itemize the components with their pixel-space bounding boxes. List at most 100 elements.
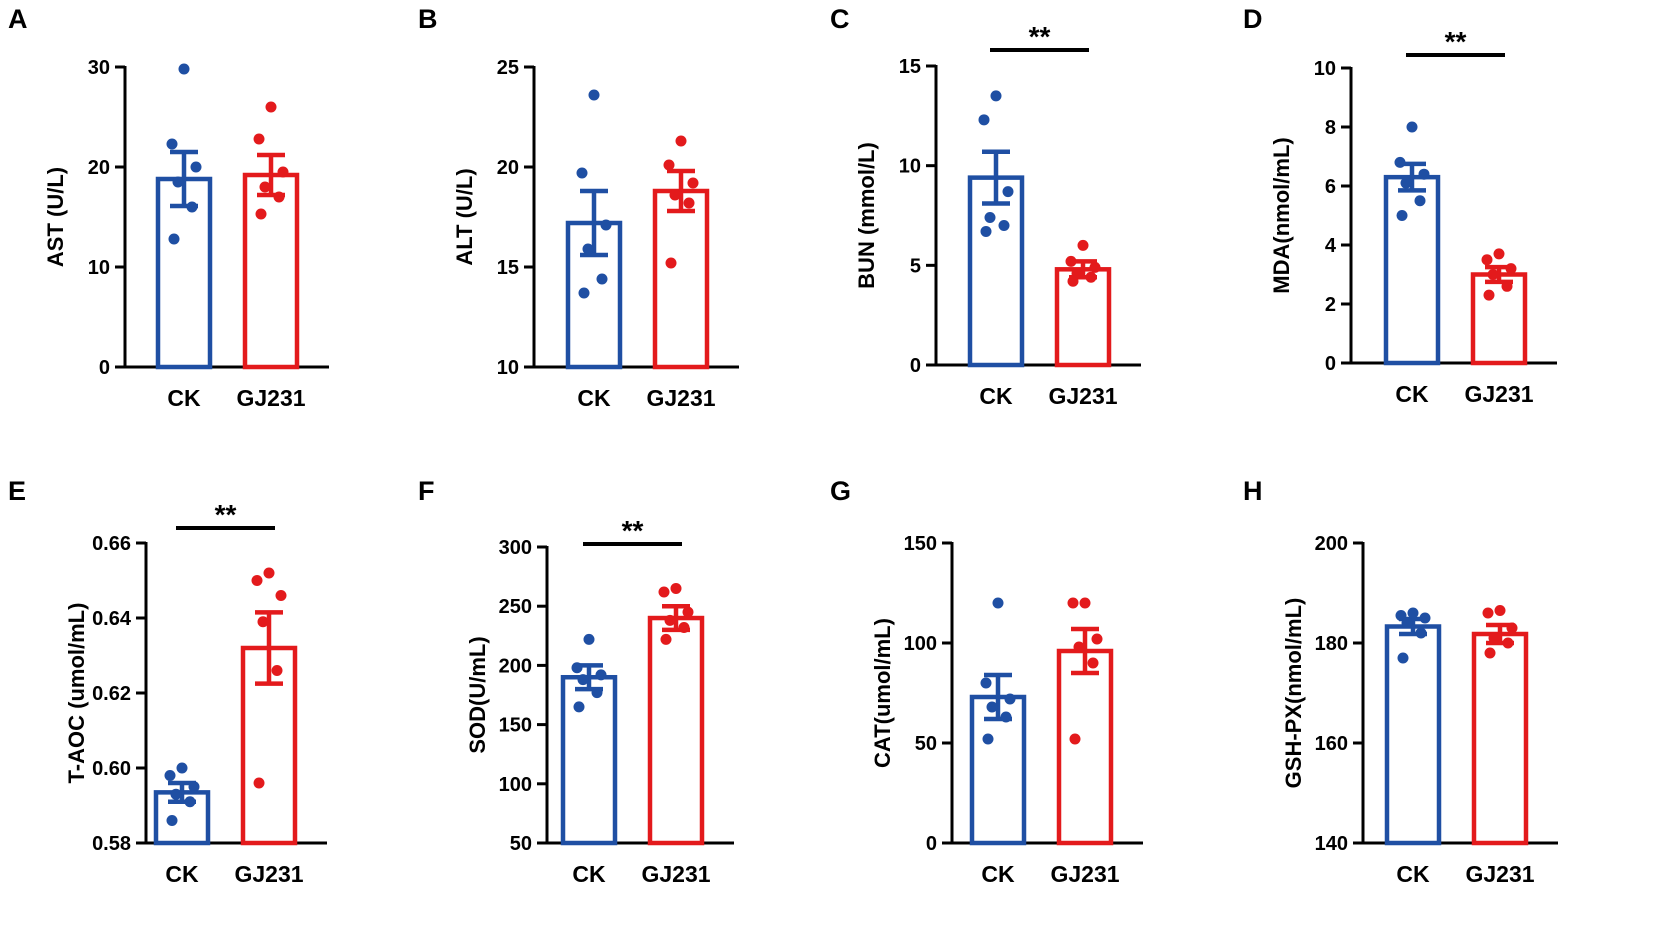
- data-point: [1394, 156, 1406, 168]
- data-point: [1414, 195, 1426, 207]
- data-point: [1077, 239, 1089, 251]
- y-tick-label: 0: [99, 357, 110, 379]
- data-point: [1397, 652, 1409, 664]
- y-axis-label: CAT(umol/mL): [870, 618, 895, 768]
- data-point: [166, 138, 178, 150]
- data-point: [980, 677, 992, 689]
- y-axis-label: AST (U/L): [43, 167, 68, 267]
- y-tick-label: 20: [88, 157, 110, 179]
- data-point: [257, 616, 269, 628]
- data-point: [1493, 248, 1505, 260]
- data-point: [588, 89, 600, 101]
- x-tick-label: CK: [165, 861, 199, 887]
- data-point: [660, 633, 672, 645]
- bar-gj231: [652, 188, 710, 370]
- data-point: [986, 701, 998, 713]
- y-tick-label: 100: [904, 633, 937, 655]
- y-tick-label: 100: [499, 774, 532, 796]
- data-point: [600, 219, 612, 231]
- panel-e: E 0.58 0.60 0.62 0.64 0.66 T-AOC (umol/mL) CK GJ…: [8, 476, 327, 887]
- y-tick-label: 2: [1325, 294, 1336, 316]
- x-tick-label: GJ231: [234, 861, 303, 887]
- panel-d: D 0 2 4 6 8 10 MDA(nmol/mL) CK GJ231 **: [1243, 4, 1557, 407]
- data-point: [1069, 733, 1081, 745]
- data-point: [573, 701, 585, 713]
- data-point: [259, 181, 271, 193]
- data-point: [982, 733, 994, 745]
- y-tick-label: 15: [899, 56, 921, 78]
- y-tick-label: 0: [1325, 353, 1336, 375]
- x-tick-label: GJ231: [646, 385, 715, 411]
- y-tick-label: 20: [497, 157, 519, 179]
- y-tick-label: 0.62: [92, 683, 131, 705]
- data-point: [1395, 610, 1407, 621]
- x-tick-label: CK: [572, 861, 606, 887]
- data-point: [1085, 271, 1097, 283]
- data-point: [998, 219, 1010, 231]
- data-point: [978, 114, 990, 126]
- panel-letter: E: [8, 476, 26, 506]
- data-point: [576, 167, 588, 179]
- x-tick-label: CK: [979, 383, 1013, 409]
- data-point: [178, 63, 190, 75]
- panel-f: F 50 100 150 200 250 300 SOD(U/mL) CK GJ231 **: [418, 476, 734, 887]
- data-point: [1419, 612, 1431, 624]
- panel-a: A 0 10 20 30 AST (U/L) CK GJ231: [8, 4, 329, 411]
- data-point: [166, 815, 178, 826]
- y-tick-label: 200: [499, 655, 532, 677]
- y-tick-label: 150: [904, 533, 937, 555]
- significance-label: **: [1029, 21, 1051, 52]
- x-tick-label: CK: [981, 861, 1015, 887]
- data-point: [670, 582, 682, 594]
- significance-label: **: [1445, 26, 1467, 57]
- y-tick-label: 0: [926, 833, 937, 855]
- x-tick-label: CK: [1395, 381, 1429, 407]
- data-point: [255, 208, 267, 220]
- data-point: [1418, 168, 1430, 180]
- data-point: [1407, 607, 1419, 619]
- x-tick-label: CK: [1396, 861, 1430, 887]
- data-point: [1004, 693, 1016, 705]
- y-tick-label: 180: [1315, 633, 1348, 655]
- data-point: [172, 176, 184, 188]
- data-point: [675, 135, 687, 147]
- y-tick-label: 250: [499, 596, 532, 618]
- x-tick-label: GJ231: [1465, 861, 1534, 887]
- data-point: [188, 781, 200, 793]
- data-point: [595, 669, 607, 681]
- data-point: [184, 796, 196, 808]
- panel-b: B 10 15 20 25 ALT (U/L) CK GJ231: [418, 4, 739, 411]
- data-point: [275, 590, 287, 601]
- y-tick-label: 5: [910, 255, 921, 277]
- y-tick-label: 0.60: [92, 758, 131, 780]
- y-tick-label: 300: [499, 537, 532, 559]
- data-point: [1415, 627, 1427, 639]
- data-point: [571, 662, 583, 674]
- data-point: [1065, 255, 1077, 267]
- panel-letter: B: [418, 4, 438, 34]
- data-point: [170, 788, 182, 800]
- bar-ck: [1383, 174, 1441, 366]
- data-point: [265, 101, 277, 113]
- data-point: [596, 273, 608, 285]
- data-point: [277, 166, 289, 178]
- y-axis-label: T-AOC (umol/mL): [64, 603, 89, 784]
- panel-letter: F: [418, 476, 435, 506]
- y-axis-label: SOD(U/mL): [465, 636, 490, 753]
- y-tick-label: 160: [1315, 733, 1348, 755]
- data-point: [664, 614, 676, 626]
- data-point: [984, 211, 996, 223]
- data-point: [1482, 607, 1494, 619]
- data-point: [1488, 632, 1500, 644]
- data-point: [1400, 177, 1412, 189]
- data-point: [271, 665, 283, 676]
- data-point: [1073, 641, 1085, 653]
- data-point: [1000, 711, 1012, 723]
- bar-gj231: [1470, 272, 1528, 366]
- y-tick-label: 0.58: [92, 833, 131, 855]
- data-point: [263, 567, 275, 579]
- significance-label: **: [622, 515, 644, 546]
- y-axis-label: GSH-PX(nmol/mL): [1281, 598, 1306, 789]
- data-point: [678, 622, 690, 634]
